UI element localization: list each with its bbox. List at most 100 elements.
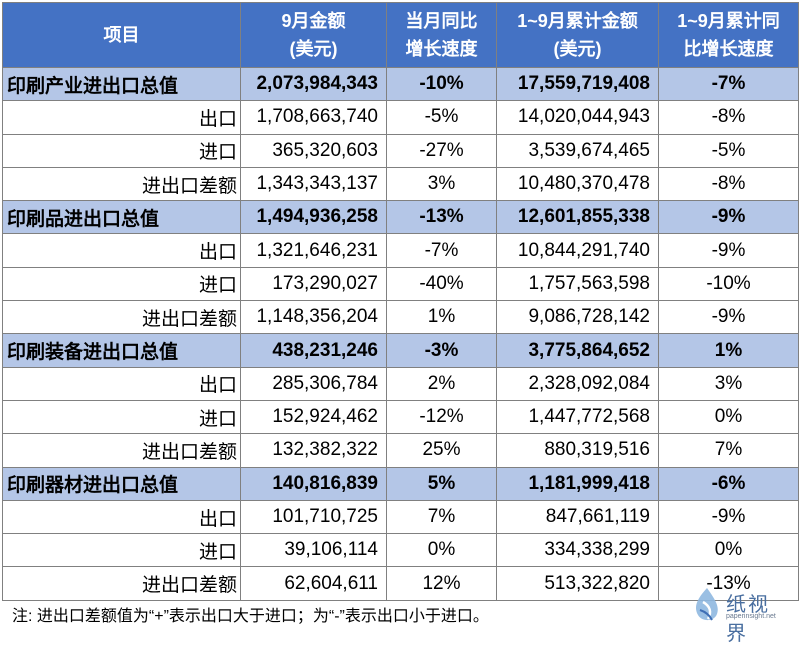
ytd-amount-cell: 14,020,044,943 [496,100,659,135]
ytd-yoy-cell: 7% [658,433,799,468]
ytd-amount-cell: 10,480,370,478 [496,166,659,202]
sep-amount-cell: 101,710,725 [240,499,387,535]
sep-amount-cell: 62,604,611 [240,566,387,601]
table-row: 进出口差额 1,148,356,204 1% 9,086,728,142 -9% [2,300,799,335]
header-sep-amount: 9月金额 (美元) [240,2,387,68]
ytd-yoy-cell: -8% [658,166,799,202]
sep-amount-cell: 1,321,646,231 [240,233,387,268]
total-row: 印刷品进出口总值 1,494,936,258 -13% 12,601,855,338-… [2,200,799,235]
footnote: 注: 进出口差额值为“+”表示出口大于进口；为“-”表示出口小于进口。 [12,608,489,625]
total-row: 印刷产业进出口总值 2,073,984,343 -10% 17,559,719,408… [2,66,799,102]
header-row: 项目 9月金额 (美元) 当月同比 增长速度 1~9月累计金额 (美元) 1~9月累计… [2,2,799,68]
row-label: 印刷装备进出口总值 [2,333,241,368]
ytd-yoy-cell: -8% [658,100,799,135]
row-label: 出口 [2,100,241,135]
sep-yoy-cell: -7% [386,233,497,268]
sep-yoy-cell: 0% [386,533,497,568]
sep-amount-cell: 285,306,784 [240,366,387,401]
ytd-yoy-cell: -9% [658,300,799,335]
ytd-yoy-cell: 0% [658,399,799,435]
trade-table: 项目 9月金额 (美元) 当月同比 增长速度 1~9月累计金额 (美元) 1~9月累计… [2,2,799,601]
row-label: 进口 [2,533,241,568]
sep-amount-cell: 1,708,663,740 [240,100,387,135]
ytd-amount-cell: 880,319,516 [496,433,659,468]
table-row: 进口 152,924,462 -12% 1,447,772,568 0% [2,399,799,435]
sep-amount-cell: 173,290,027 [240,266,387,302]
ytd-yoy-cell: 0% [658,533,799,568]
ytd-amount-cell: 847,661,119 [496,499,659,535]
sep-amount-cell: 438,231,246 [240,333,387,368]
table-row: 进口 173,290,027 -40% 1,757,563,598 -10% [2,266,799,302]
sep-yoy-cell: -12% [386,399,497,435]
ytd-amount-cell: 3,539,674,465 [496,133,659,168]
sep-amount-cell: 152,924,462 [240,399,387,435]
table-row: 出口 101,710,725 7% 847,661,119 -9% [2,499,799,535]
table-row: 进出口差额 1,343,343,137 3% 10,480,370,478 -8% [2,166,799,202]
sep-yoy-cell: 7% [386,499,497,535]
ytd-amount-cell: 3,775,864,652 [496,333,659,368]
row-label: 印刷品进出口总值 [2,200,241,235]
row-label: 进出口差额 [2,300,241,335]
ytd-amount-cell: 1,181,999,418 [496,466,659,501]
row-label: 进口 [2,133,241,168]
paper-insight-logo: 纸视界 paperinsight.net [690,586,790,645]
sep-yoy-cell: -40% [386,266,497,302]
ytd-yoy-cell: -10% [658,266,799,302]
logo-url: paperinsight.net [726,613,776,620]
total-row: 印刷器材进出口总值 140,816,839 5% 1,181,999,418 -6% [2,466,799,501]
sep-amount-cell: 132,382,322 [240,433,387,468]
row-label: 进口 [2,266,241,302]
table-row: 出口 285,306,784 2% 2,328,092,084 3% [2,366,799,401]
row-label: 进出口差额 [2,433,241,468]
sep-yoy-cell: -13% [386,200,497,235]
ytd-yoy-cell: -6% [658,466,799,501]
row-label: 印刷器材进出口总值 [2,466,241,501]
table-row: 进口 39,106,114 0% 334,338,299 0% [2,533,799,568]
ytd-amount-cell: 1,757,563,598 [496,266,659,302]
table-row: 进出口差额 132,382,322 25% 880,319,516 7% [2,433,799,468]
ytd-yoy-cell: -7% [658,66,799,102]
sep-yoy-cell: -10% [386,66,497,102]
ytd-yoy-cell: 3% [658,366,799,401]
header-ytd-yoy: 1~9月累计同 比增长速度 [658,2,799,68]
table-row: 出口 1,708,663,740 -5% 14,020,044,943 -8% [2,100,799,135]
sep-yoy-cell: 5% [386,466,497,501]
row-label: 印刷产业进出口总值 [2,66,241,102]
ytd-amount-cell: 10,844,291,740 [496,233,659,268]
ytd-amount-cell: 12,601,855,338 [496,200,659,235]
paper-insight-logo-icon [696,588,718,621]
ytd-amount-cell: 334,338,299 [496,533,659,568]
table-row: 进口 365,320,603 -27% 3,539,674,465 -5% [2,133,799,168]
ytd-amount-cell: 2,328,092,084 [496,366,659,401]
ytd-yoy-cell: -9% [658,233,799,268]
sep-amount-cell: 1,343,343,137 [240,166,387,202]
sep-yoy-cell: 25% [386,433,497,468]
sep-yoy-cell: -5% [386,100,497,135]
ytd-yoy-cell: -9% [658,499,799,535]
sep-yoy-cell: -3% [386,333,497,368]
sep-amount-cell: 1,148,356,204 [240,300,387,335]
header-sep-yoy: 当月同比 增长速度 [386,2,497,68]
sep-amount-cell: 140,816,839 [240,466,387,501]
ytd-yoy-cell: -13% [658,566,799,601]
sep-amount-cell: 365,320,603 [240,133,387,168]
sep-amount-cell: 2,073,984,343 [240,66,387,102]
sep-yoy-cell: 3% [386,166,497,202]
table-row: 进出口差额 62,604,611 12% 513,322,820 -13% [2,566,799,601]
ytd-amount-cell: 513,322,820 [496,566,659,601]
row-label: 出口 [2,233,241,268]
total-row: 印刷装备进出口总值 438,231,246 -3% 3,775,864,652 1% [2,333,799,368]
sep-yoy-cell: 1% [386,300,497,335]
table-row: 出口 1,321,646,231 -7% 10,844,291,740 -9% [2,233,799,268]
sep-amount-cell: 39,106,114 [240,533,387,568]
sep-yoy-cell: 12% [386,566,497,601]
ytd-amount-cell: 17,559,719,408 [496,66,659,102]
ytd-amount-cell: 9,086,728,142 [496,300,659,335]
sep-amount-cell: 1,494,936,258 [240,200,387,235]
row-label: 出口 [2,366,241,401]
sep-yoy-cell: -27% [386,133,497,168]
header-ytd-amount: 1~9月累计金额 (美元) [496,2,659,68]
row-label: 进出口差额 [2,566,241,601]
header-item: 项目 [2,2,241,68]
ytd-yoy-cell: -5% [658,133,799,168]
